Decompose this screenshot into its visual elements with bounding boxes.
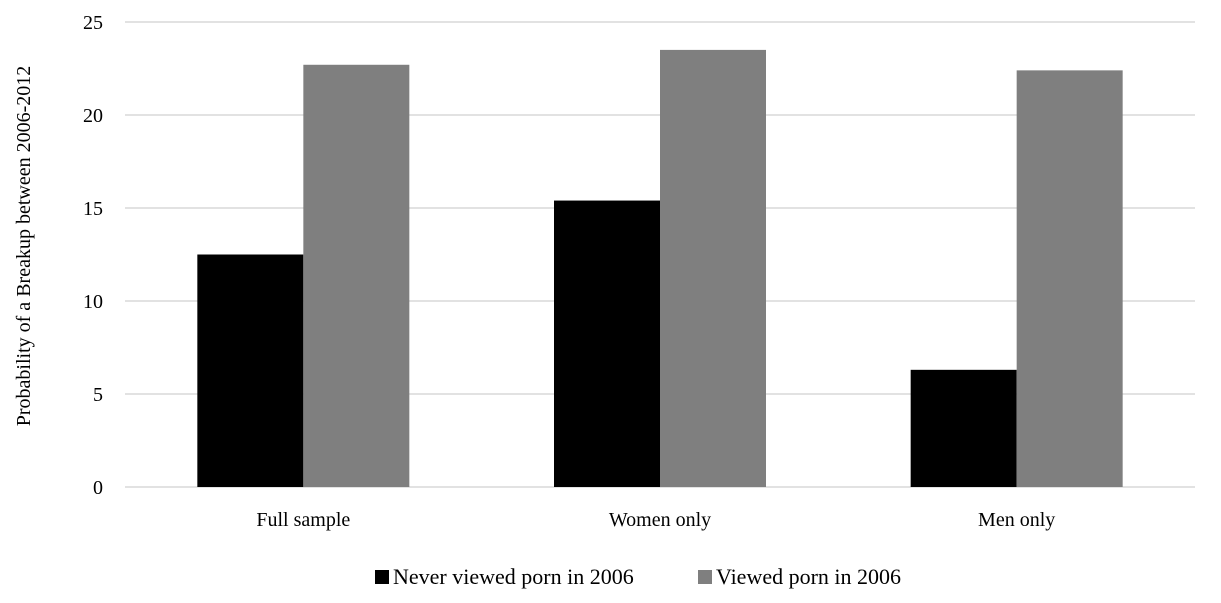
y-tick-label: 10 [83, 291, 103, 313]
x-tick-label: Women only [609, 509, 711, 531]
x-tick-label: Full sample [256, 509, 350, 531]
legend-swatch [375, 570, 389, 584]
legend-label: Viewed porn in 2006 [716, 564, 901, 589]
y-tick-label: 15 [83, 198, 103, 220]
legend: Never viewed porn in 2006 Viewed porn in … [375, 564, 901, 589]
bar-never-viewed-full-sample [197, 254, 304, 487]
x-tick-label: Men only [978, 509, 1055, 531]
bar-viewed-men-only [1016, 70, 1123, 488]
legend-label: Never viewed porn in 2006 [393, 564, 634, 589]
y-tick-label: 0 [93, 477, 103, 499]
bar-viewed-full-sample [303, 64, 410, 487]
bar-viewed-women-only [660, 49, 766, 488]
bar-never-viewed-women-only [554, 200, 660, 487]
bars [197, 49, 1123, 488]
bar-never-viewed-men-only [910, 369, 1017, 487]
y-tick-label: 20 [83, 105, 103, 127]
y-axis-title: Probability of a Breakup between 2006-20… [13, 66, 35, 426]
y-axis-ticks: 0 5 10 15 20 25 [83, 12, 103, 499]
x-axis-ticks: Full sample Women only Men only [256, 509, 1055, 531]
y-tick-label: 25 [83, 12, 103, 34]
y-tick-label: 5 [93, 384, 103, 406]
legend-swatch [698, 570, 712, 584]
